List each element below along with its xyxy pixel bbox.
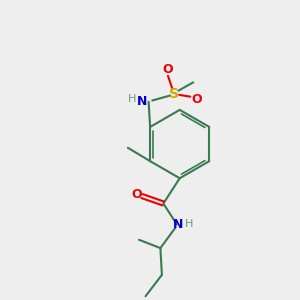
Text: H: H (128, 94, 136, 104)
Text: H: H (185, 219, 194, 229)
Text: S: S (169, 87, 179, 101)
Text: O: O (163, 63, 173, 76)
Text: N: N (137, 94, 147, 108)
Text: N: N (172, 218, 183, 231)
Text: O: O (131, 188, 142, 201)
Text: O: O (191, 93, 202, 106)
